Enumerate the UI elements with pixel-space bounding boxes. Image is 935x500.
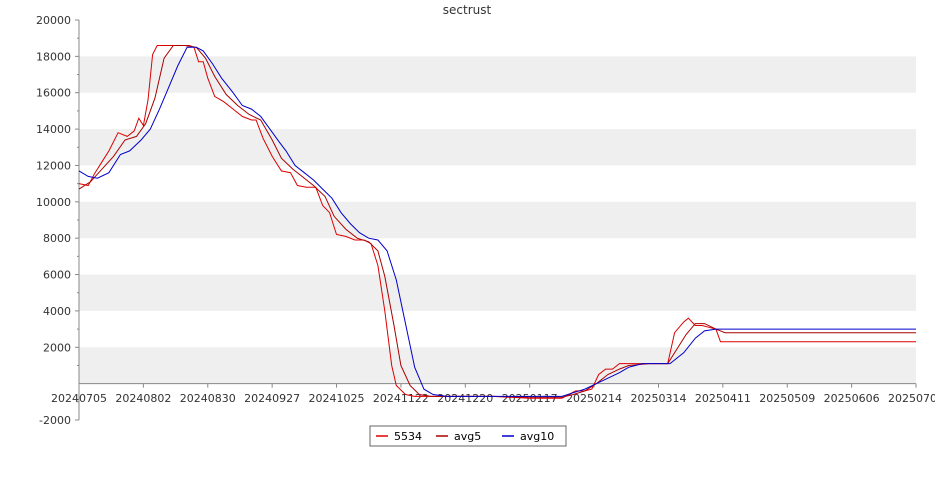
x-tick-label: 20250509	[759, 392, 815, 405]
grid-band	[79, 56, 916, 93]
chart-title: sectrust	[443, 3, 492, 17]
x-tick-label: 20241122	[373, 392, 429, 405]
y-tick-label: 2000	[43, 341, 71, 354]
legend-label: avg5	[454, 430, 481, 443]
x-tick-label: 20240927	[244, 392, 300, 405]
y-tick-label: 4000	[43, 305, 71, 318]
legend-label: avg10	[520, 430, 554, 443]
y-tick-label: 18000	[36, 50, 71, 63]
x-tick-label: 20241220	[437, 392, 493, 405]
y-tick-label: 20000	[36, 14, 71, 27]
x-axis-ticks: 20240705 20240802 20240830 20240927 20241025…	[51, 383, 935, 405]
y-tick-label: -2000	[39, 414, 71, 427]
y-tick-label: 6000	[43, 269, 71, 282]
legend-label: 5534	[394, 430, 422, 443]
series-line-avg5	[78, 45, 916, 398]
x-tick-label: 20240705	[51, 392, 107, 405]
y-tick-label: 16000	[36, 87, 71, 100]
y-tick-label: 14000	[36, 123, 71, 136]
x-tick-label: 20250411	[695, 392, 751, 405]
series-line-5534	[78, 45, 916, 399]
grid-bands	[79, 56, 916, 384]
x-tick-label: 20250606	[824, 392, 880, 405]
x-tick-label: 20241025	[309, 392, 365, 405]
series-lines	[78, 45, 916, 399]
x-tick-label: 20250704	[888, 392, 935, 405]
grid-band	[79, 274, 916, 311]
grid-band	[79, 201, 916, 239]
grid-band	[79, 129, 916, 166]
x-tick-label: 20240802	[115, 392, 171, 405]
y-tick-label: 8000	[43, 232, 71, 245]
y-tick-label: 10000	[36, 196, 71, 209]
grid-band	[79, 347, 916, 384]
y-axis-ticks: -2000 2000 4000 6000 8000 10000 12000 14000 1600…	[36, 14, 79, 427]
series-line-avg10	[78, 46, 916, 397]
x-tick-label: 20250214	[566, 392, 622, 405]
x-tick-label: 20250314	[630, 392, 686, 405]
y-tick-label: 12000	[36, 159, 71, 172]
x-tick-label: 20240830	[180, 392, 236, 405]
legend: 5534 avg5 avg10	[369, 425, 567, 447]
legend-box	[369, 425, 567, 447]
